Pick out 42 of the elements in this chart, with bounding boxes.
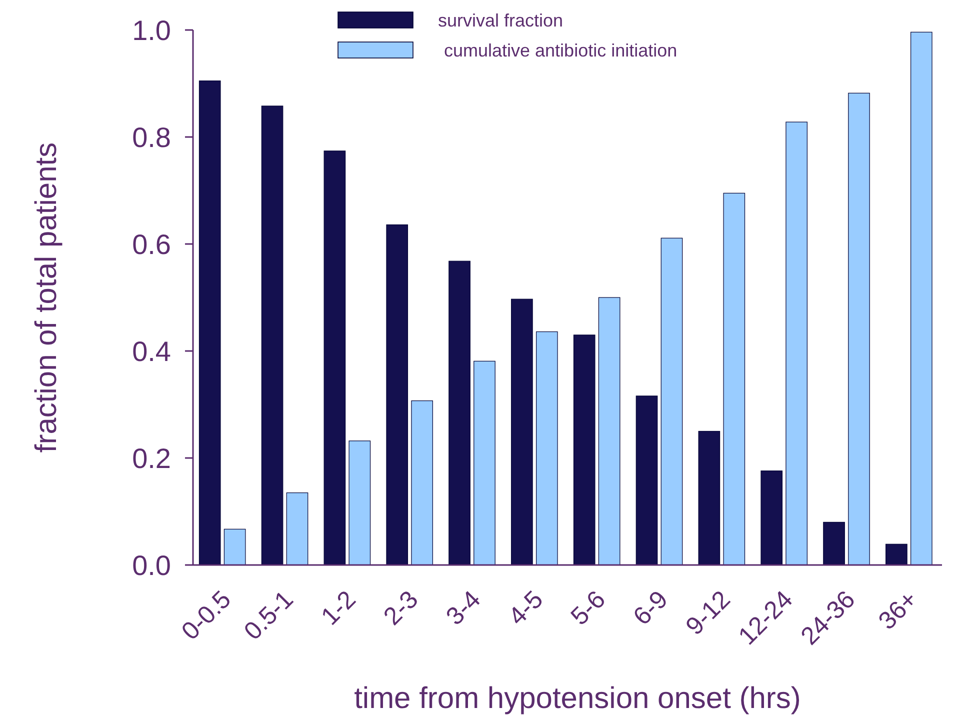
bar xyxy=(448,260,470,566)
x-tick-label: 1-2 xyxy=(316,585,362,631)
y-tick-label: 0.6 xyxy=(132,228,171,260)
x-tick-label: 36+ xyxy=(873,585,924,636)
bar xyxy=(848,92,870,566)
y-axis-title: fraction of total patients xyxy=(30,142,63,453)
bar xyxy=(474,360,496,566)
y-tick-label: 0.8 xyxy=(132,122,171,153)
x-axis-title: time from hypotension onset (hrs) xyxy=(354,682,801,715)
bar xyxy=(760,470,783,566)
legend-label: cumulative antibiotic initiation xyxy=(444,40,678,60)
bar xyxy=(286,492,308,566)
bar xyxy=(411,400,433,566)
x-tick-label: 2-3 xyxy=(378,585,424,631)
bar xyxy=(723,192,746,566)
bar xyxy=(823,522,845,566)
bar xyxy=(573,334,596,566)
bar xyxy=(261,106,284,566)
bar xyxy=(636,396,658,566)
bar xyxy=(536,331,558,566)
bar xyxy=(910,32,932,566)
bar xyxy=(224,528,246,566)
bar xyxy=(886,544,908,566)
x-tick-label: 3-4 xyxy=(440,585,486,631)
x-tick-label: 9-12 xyxy=(680,585,736,641)
x-tick-label: 6-9 xyxy=(628,585,674,631)
y-tick-label: 0.0 xyxy=(132,550,171,581)
y-tick-label: 0.2 xyxy=(132,442,171,474)
bar xyxy=(511,298,533,566)
x-tick-label: 4-5 xyxy=(503,585,549,631)
bar xyxy=(786,122,808,566)
x-tick-label: 5-6 xyxy=(566,585,611,631)
bar xyxy=(660,238,683,566)
bar xyxy=(348,440,371,566)
bar xyxy=(324,150,346,566)
y-tick-label: 1.0 xyxy=(132,14,171,46)
legend-label: survival fraction xyxy=(438,10,564,30)
bar xyxy=(698,430,720,566)
y-tick-label: 0.4 xyxy=(132,336,171,367)
bar xyxy=(598,297,620,566)
bar xyxy=(198,80,221,566)
bar xyxy=(386,224,408,566)
